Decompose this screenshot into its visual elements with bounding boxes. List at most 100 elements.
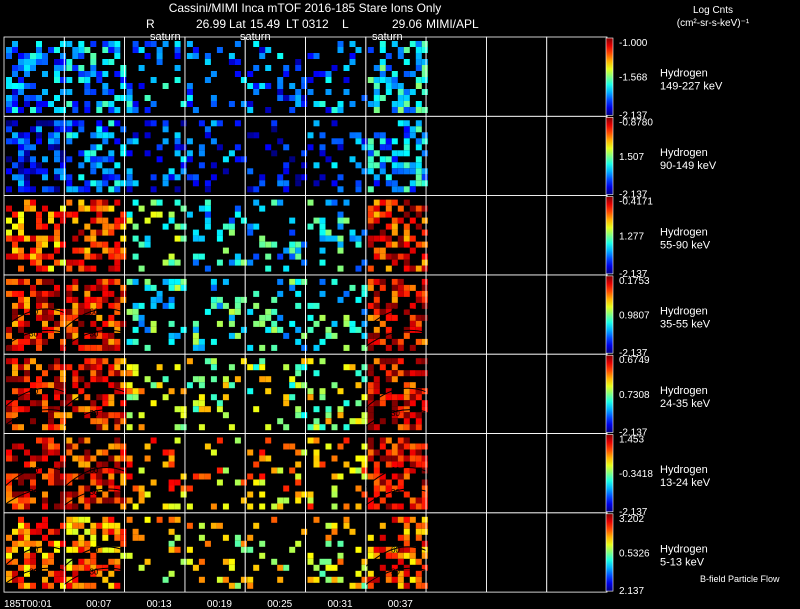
data-pixel	[42, 59, 48, 65]
data-pixel	[283, 394, 290, 401]
data-pixel	[36, 241, 42, 248]
data-pixel	[421, 241, 428, 248]
data-pixel	[18, 326, 24, 333]
contour-label: 60	[29, 545, 38, 554]
data-pixel	[210, 120, 217, 127]
data-pixel	[403, 168, 410, 175]
data-pixel	[415, 326, 422, 333]
data-pixel	[421, 370, 428, 377]
data-pixel	[409, 265, 416, 272]
data-pixel	[289, 241, 296, 248]
data-pixel	[415, 138, 422, 145]
data-pixel	[30, 552, 36, 559]
energy-label: 55-90 keV	[660, 239, 711, 251]
data-pixel	[84, 223, 91, 230]
data-pixel	[66, 394, 73, 401]
data-pixel	[409, 89, 416, 95]
data-pixel	[72, 235, 79, 242]
data-pixel	[72, 443, 79, 450]
data-pixel	[108, 344, 115, 351]
data-pixel	[409, 412, 416, 419]
data-pixel	[42, 497, 48, 504]
data-pixel	[54, 168, 60, 175]
data-pixel	[174, 235, 181, 242]
data-pixel	[150, 186, 157, 193]
data-pixel	[126, 552, 133, 559]
colorbar-min-label: -2.137	[619, 348, 648, 359]
data-pixel	[403, 418, 410, 425]
data-pixel	[373, 65, 380, 71]
data-pixel	[132, 394, 139, 401]
data-pixel	[96, 253, 103, 260]
data-pixel	[397, 358, 404, 365]
grid-cell	[485, 274, 548, 355]
data-pixel	[385, 485, 392, 492]
data-pixel	[247, 168, 254, 175]
data-pixel	[24, 138, 30, 145]
data-pixel	[367, 534, 374, 541]
data-pixel	[295, 497, 302, 504]
data-pixel	[283, 265, 290, 272]
data-pixel	[355, 546, 362, 553]
data-pixel	[42, 424, 48, 431]
data-pixel	[216, 235, 223, 242]
data-pixel	[168, 211, 175, 218]
data-pixel	[307, 132, 314, 139]
data-pixel	[325, 89, 332, 95]
data-pixel	[60, 217, 66, 224]
data-pixel	[325, 156, 332, 163]
data-pixel	[337, 265, 344, 272]
contour-label: 30	[29, 409, 38, 418]
data-pixel	[403, 491, 410, 498]
data-pixel	[54, 394, 60, 401]
data-pixel	[415, 576, 422, 583]
data-pixel	[361, 412, 368, 419]
data-pixel	[30, 186, 36, 193]
contour-line	[365, 308, 427, 329]
data-pixel	[12, 570, 18, 577]
data-pixel	[90, 522, 97, 529]
data-pixel	[12, 107, 18, 113]
data-pixel	[361, 473, 368, 480]
data-pixel	[108, 174, 115, 181]
data-pixel	[42, 326, 48, 333]
data-pixel	[367, 455, 374, 462]
data-pixel	[325, 107, 332, 113]
data-pixel	[24, 449, 30, 456]
data-pixel	[108, 223, 115, 230]
data-pixel	[24, 546, 30, 553]
data-pixel	[120, 528, 127, 535]
data-pixel	[36, 95, 42, 101]
data-pixel	[102, 223, 109, 230]
data-pixel	[373, 388, 380, 395]
data-pixel	[253, 41, 260, 47]
data-pixel	[409, 576, 416, 583]
data-pixel	[234, 479, 241, 486]
data-pixel	[156, 59, 163, 65]
data-pixel	[30, 107, 36, 113]
data-pixel	[198, 473, 205, 480]
data-pixel	[192, 229, 199, 236]
data-pixel	[66, 582, 73, 589]
data-pixel	[114, 296, 121, 303]
data-pixel	[84, 89, 91, 95]
data-pixel	[168, 296, 175, 303]
data-pixel	[6, 95, 12, 101]
data-pixel	[126, 107, 133, 113]
data-pixel	[192, 406, 199, 413]
data-pixel	[78, 473, 85, 480]
data-pixel	[6, 126, 12, 133]
data-pixel	[385, 332, 392, 339]
data-pixel	[421, 47, 428, 53]
data-pixel	[162, 376, 169, 383]
contour-line	[365, 387, 427, 409]
data-pixel	[138, 388, 145, 395]
data-pixel	[391, 77, 398, 83]
data-pixel	[24, 473, 30, 480]
data-pixel	[186, 485, 193, 492]
data-pixel	[373, 467, 380, 474]
data-pixel	[283, 564, 290, 571]
data-pixel	[36, 400, 42, 407]
data-pixel	[66, 473, 73, 480]
data-pixel	[343, 503, 350, 510]
